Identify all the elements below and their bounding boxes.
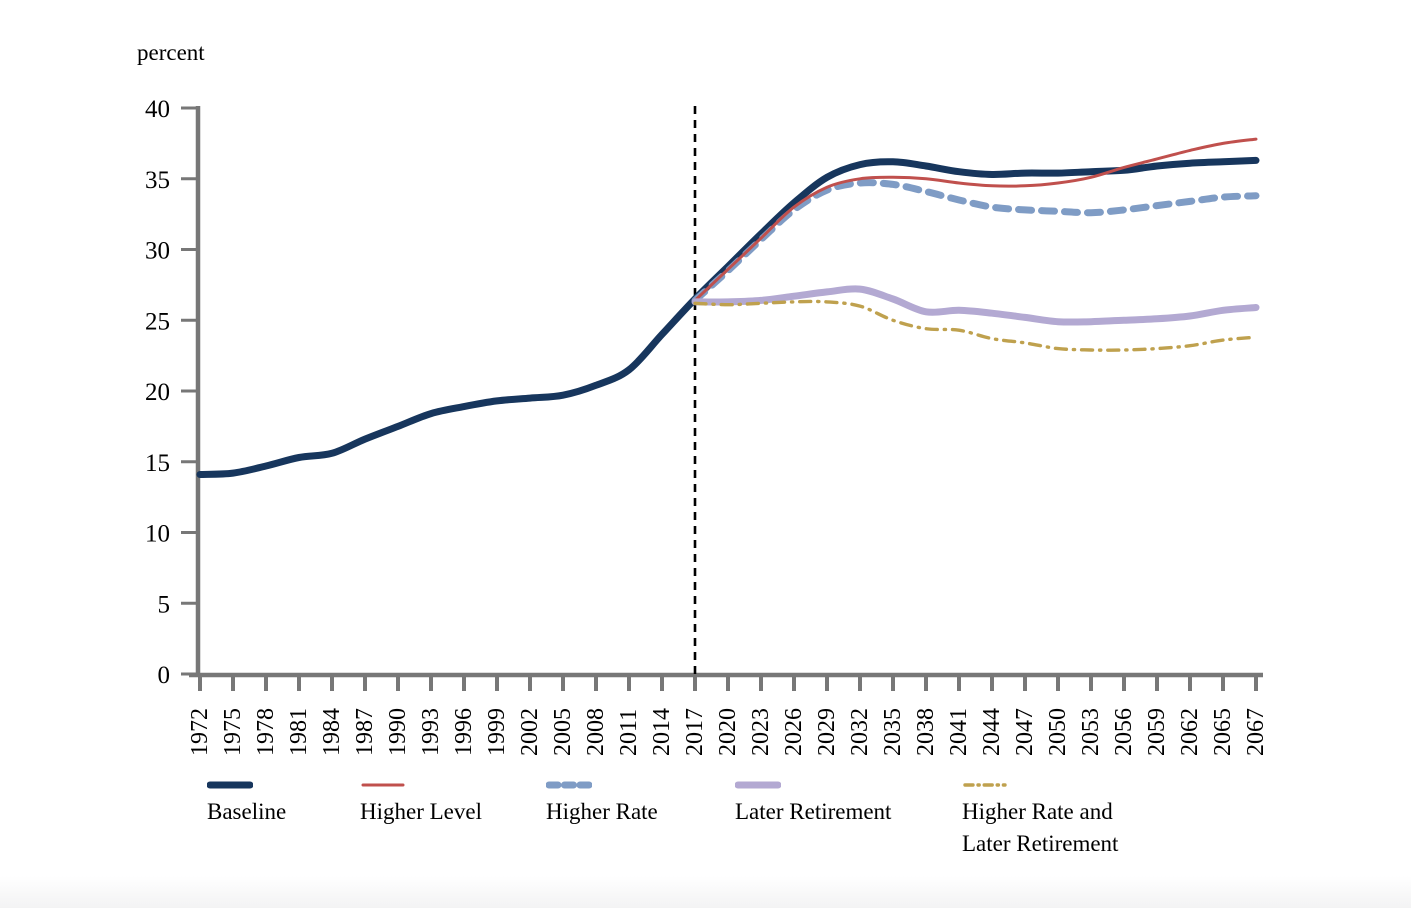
legend-swatch-higher-rate-icon xyxy=(546,781,592,789)
series-line-later-retirement xyxy=(691,285,1260,326)
x-tick-label: 2053 xyxy=(1078,708,1104,756)
x-tick-label: 2044 xyxy=(979,708,1005,756)
series-line-higher-level xyxy=(693,137,1258,302)
x-tick-label: 1972 xyxy=(187,708,213,756)
y-tick-label: 0 xyxy=(158,662,171,689)
x-tick-label: 2067 xyxy=(1243,708,1269,756)
y-tick-label: 25 xyxy=(145,308,170,335)
x-tick-label: 1984 xyxy=(319,708,345,756)
legend-swatch-higher-level-icon xyxy=(361,783,405,787)
x-tick-label: 2008 xyxy=(583,708,609,756)
x-tick-label: 1975 xyxy=(220,708,246,756)
legend-label-later-retirement: Later Retirement xyxy=(735,799,892,824)
y-axis-unit-label: percent xyxy=(137,40,205,65)
legend-item-higher-rate-and-later-retirement: Higher Rate and Later Retirement xyxy=(962,780,1118,859)
x-tick-label: 1996 xyxy=(451,708,477,756)
x-tick-label: 2062 xyxy=(1177,708,1203,756)
y-tick-label: 15 xyxy=(145,450,170,477)
x-tick-label: 2020 xyxy=(715,708,741,756)
x-tick-label: 1987 xyxy=(352,708,378,756)
x-tick-label: 2050 xyxy=(1045,708,1071,756)
x-tick-label: 2002 xyxy=(517,708,543,756)
legend-label-higher-level: Higher Level xyxy=(360,799,482,824)
x-tick-label: 1978 xyxy=(253,708,279,756)
legend-swatch-baseline-icon xyxy=(207,781,253,789)
x-tick-label: 2041 xyxy=(946,708,972,756)
x-tick-label: 1990 xyxy=(385,708,411,756)
x-tick-label: 2005 xyxy=(550,708,576,756)
legend-label-baseline: Baseline xyxy=(207,799,287,824)
series-line-baseline xyxy=(196,156,1260,478)
x-tick-label: 2011 xyxy=(616,709,642,756)
x-tick-label: 2014 xyxy=(649,708,675,756)
legend-item-higher-level: Higher Level xyxy=(360,780,482,828)
legend-item-later-retirement: Later Retirement xyxy=(735,780,891,828)
x-tick-label: 2056 xyxy=(1111,708,1137,756)
x-tick-label: 1999 xyxy=(484,708,510,756)
y-tick-label: 10 xyxy=(145,521,170,548)
x-tick-label: 1981 xyxy=(286,708,312,756)
x-tick-label: 2023 xyxy=(748,708,774,756)
x-tick-label: 2059 xyxy=(1144,708,1170,756)
series-line-higher-rate-and-later-retirement xyxy=(693,299,1258,352)
x-tick-label: 2029 xyxy=(814,708,840,756)
x-tick-label: 2026 xyxy=(781,708,807,756)
y-tick-label: 20 xyxy=(145,379,170,406)
legend-swatch-higher-rate-and-later-retirement-icon xyxy=(963,783,1007,787)
x-tick-label: 1993 xyxy=(418,708,444,756)
legend-label-higher-rate-and-later-retirement: Higher Rate and Later Retirement xyxy=(962,799,1119,856)
legend-item-baseline: Baseline xyxy=(207,780,286,828)
legend-label-higher-rate: Higher Rate xyxy=(546,799,658,824)
x-tick-label: 2065 xyxy=(1210,708,1236,756)
y-tick-label: 5 xyxy=(158,591,171,618)
x-tick-label: 2047 xyxy=(1012,708,1038,756)
y-tick-label: 30 xyxy=(145,238,170,265)
x-tick-label: 2017 xyxy=(682,708,708,756)
x-tick-label: 2032 xyxy=(847,708,873,756)
page-bottom-edge xyxy=(0,876,1411,908)
legend-swatch-later-retirement-icon xyxy=(735,781,781,789)
x-tick-label: 2035 xyxy=(880,708,906,756)
series-line-higher-rate xyxy=(691,179,1260,304)
chart-legend: Baseline Higher Level Higher Rate Later … xyxy=(0,780,1411,890)
y-tick-label: 40 xyxy=(145,96,170,123)
y-tick-label: 35 xyxy=(145,167,170,194)
x-tick-label: 2038 xyxy=(913,708,939,756)
legend-item-higher-rate: Higher Rate xyxy=(546,780,658,828)
